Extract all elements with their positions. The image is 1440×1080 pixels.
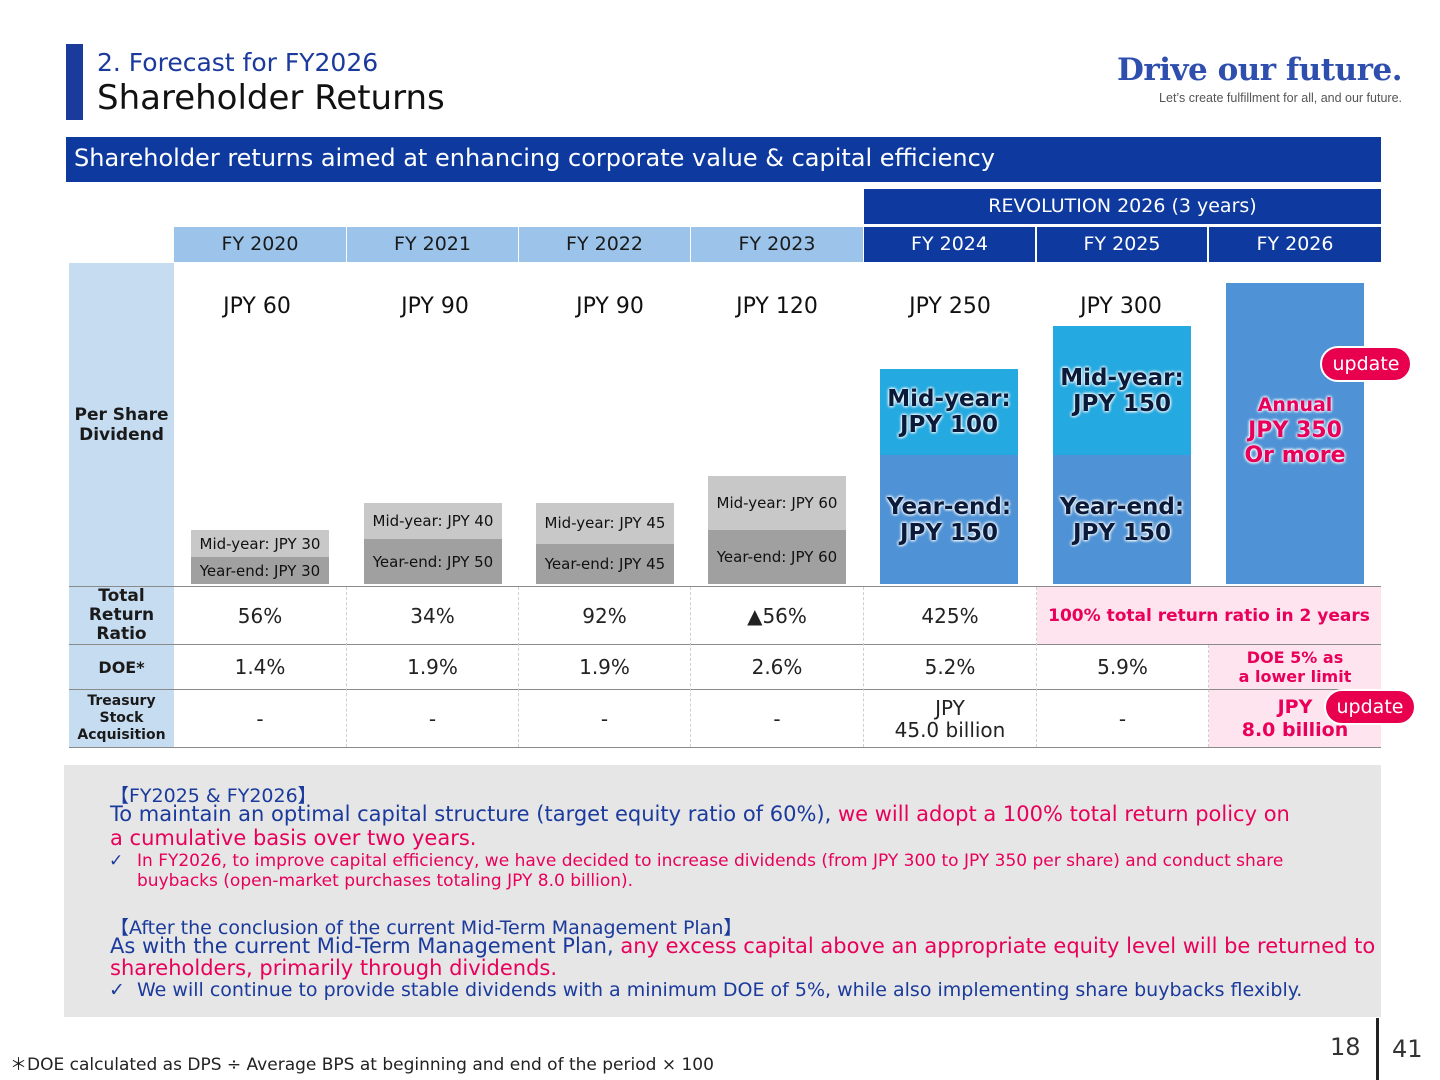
total-return-fy2023: ▲56% [747, 603, 807, 628]
col-header-fy2026: FY 2026 [1209, 227, 1381, 262]
doe-fy2022: 1.9% [579, 655, 630, 679]
bar-mid-year-fy2025: Mid-year: JPY 150 [1053, 326, 1191, 455]
bar-label-year-end-fy2025: Year-end: JPY 150 [1059, 493, 1185, 546]
dps-total-fy2023: JPY 120 [736, 294, 818, 319]
doe-fy2025: 5.9% [1097, 655, 1148, 679]
brand-title: Drive our future. [1117, 52, 1402, 88]
total-return-policy-note: 100% total return ratio in 2 years [1037, 587, 1381, 644]
treasury-fy2020: - [256, 706, 264, 731]
section-banner: Shareholder returns aimed at enhancing c… [66, 137, 1381, 182]
total-return-fy2020: 56% [237, 603, 283, 628]
update-badge-treasury: update [1324, 689, 1416, 725]
bar-year-end-fy2022: Year-end: JPY 45 [536, 543, 674, 584]
col-header-fy2020: FY 2020 [174, 227, 346, 262]
bar-label-year-end-fy2022: Year-end: JPY 45 [544, 554, 666, 573]
bar-label-year-end-fy2023: Year-end: JPY 60 [716, 548, 838, 566]
plan-header: REVOLUTION 2026 (3 years) [864, 189, 1381, 224]
row-label-total-return: Total Return Ratio [69, 587, 174, 644]
brand-tagline: Let’s create fulfillment for all, and ou… [1159, 91, 1402, 105]
treasury-fy2025: - [1118, 706, 1127, 731]
dps-total-fy2022: JPY 90 [576, 294, 644, 319]
col-header-fy2022: FY 2022 [519, 227, 690, 262]
bar-label-year-end-fy2021: Year-end: JPY 50 [372, 552, 494, 571]
treasury-fy2023: - [773, 706, 781, 731]
bar-year-end-fy2020: Year-end: JPY 30 [191, 557, 329, 584]
row-label-doe: DOE* [69, 645, 174, 689]
total-return-fy2024: 425% [921, 603, 979, 628]
page-title: Shareholder Returns [97, 78, 445, 118]
notes-after-plan-line-2: shareholders, primarily through dividend… [110, 956, 558, 980]
row-divider [69, 689, 1381, 690]
bar-mid-year-fy2024: Mid-year: JPY 100 [880, 369, 1018, 455]
doe-fy2020: 1.4% [234, 655, 286, 679]
bar-mid-year-fy2023: Mid-year: JPY 60 [708, 476, 846, 530]
notes-tag-fy2025-fy2026: 【FY2025 & FY2026】 [110, 785, 317, 807]
bar-label-year-end-fy2024: Year-end: JPY 150 [886, 493, 1012, 546]
notes-check-item-1: ✓ In FY2026, to improve capital efficien… [109, 851, 1284, 891]
treasury-fy2022: - [600, 706, 609, 731]
brand-logo: Drive our future. Let’s create fulfillme… [1117, 52, 1402, 105]
dps-total-fy2025: JPY 300 [1080, 294, 1162, 319]
check-icon: ✓ [109, 851, 124, 871]
col-divider [863, 587, 864, 747]
bar-label-year-end-fy2020: Year-end: JPY 30 [199, 561, 321, 580]
bar-year-end-fy2024: Year-end: JPY 150 [880, 455, 1018, 584]
bar-label-forecast-fy2026: Annual JPY 350 Or more [1244, 394, 1346, 468]
bar-label-mid-year-fy2022: Mid-year: JPY 45 [544, 514, 666, 533]
doe-fy2024: 5.2% [924, 655, 976, 679]
bar-label-mid-year-fy2023: Mid-year: JPY 60 [716, 494, 838, 512]
row-divider [69, 747, 1381, 748]
col-divider [1036, 587, 1037, 747]
row-label-dps: Per Share Dividend [69, 263, 174, 586]
notes-policy-line-2: a cumulative basis over two years. [110, 826, 477, 850]
bar-forecast-fy2026: Annual JPY 350 Or more [1226, 283, 1364, 584]
page-number-total: 41 [1392, 1035, 1423, 1063]
dps-total-fy2024: JPY 250 [909, 294, 991, 319]
treasury-fy2021: - [428, 706, 437, 731]
dps-total-fy2021: JPY 90 [401, 294, 469, 319]
check-icon: ✓ [109, 979, 125, 1001]
notes-policy-line: To maintain an optimal capital structure… [110, 802, 1290, 826]
notes-check-item-2: ✓ We will continue to provide stable div… [109, 979, 1303, 1001]
col-header-fy2025: FY 2025 [1037, 227, 1207, 262]
bar-year-end-fy2023: Year-end: JPY 60 [708, 530, 846, 584]
total-return-fy2021: 34% [410, 603, 455, 628]
doe-fy2023: 2.6% [751, 655, 803, 679]
update-badge-dps: update [1320, 346, 1412, 382]
bar-label-mid-year-fy2025: Mid-year: JPY 150 [1060, 364, 1184, 417]
title-accent-bar [66, 44, 83, 120]
policy-notes-box [64, 765, 1381, 1017]
row-divider [69, 644, 1381, 645]
bar-mid-year-fy2022: Mid-year: JPY 45 [536, 503, 674, 544]
row-label-treasury: Treasury Stock Acquisition [69, 690, 174, 747]
bar-year-end-fy2021: Year-end: JPY 50 [364, 539, 502, 584]
section-subtitle: 2. Forecast for FY2026 [97, 48, 379, 77]
notes-after-plan-line: As with the current Mid-Term Management … [110, 934, 1376, 958]
treasury-fy2024: JPY 45.0 billion [894, 695, 1006, 742]
total-return-fy2022: 92% [582, 603, 627, 628]
row-divider [69, 586, 1381, 587]
col-header-fy2021: FY 2021 [347, 227, 518, 262]
bar-label-mid-year-fy2020: Mid-year: JPY 30 [199, 534, 321, 553]
doe-fy2026-note: DOE 5% as a lower limit [1209, 645, 1381, 689]
col-divider [1208, 645, 1209, 747]
doe-footnote: ＊DOE calculated as DPS ÷ Average BPS at … [10, 1055, 714, 1075]
notes-tag-after-plan: 【After the conclusion of the current Mid… [110, 917, 743, 939]
bar-mid-year-fy2020: Mid-year: JPY 30 [191, 530, 329, 557]
doe-fy2021: 1.9% [407, 655, 458, 679]
col-header-fy2023: FY 2023 [691, 227, 863, 262]
dps-total-fy2020: JPY 60 [223, 294, 291, 319]
page-number-divider [1376, 1018, 1379, 1080]
bar-mid-year-fy2021: Mid-year: JPY 40 [364, 503, 502, 539]
bar-label-mid-year-fy2021: Mid-year: JPY 40 [372, 512, 494, 530]
bar-year-end-fy2025: Year-end: JPY 150 [1053, 455, 1191, 584]
col-divider [518, 587, 519, 747]
page-number-section: 18 [1330, 1033, 1361, 1061]
col-divider [690, 587, 691, 747]
col-divider [346, 587, 347, 747]
col-header-fy2024: FY 2024 [864, 227, 1035, 262]
bar-label-mid-year-fy2024: Mid-year: JPY 100 [887, 386, 1011, 438]
